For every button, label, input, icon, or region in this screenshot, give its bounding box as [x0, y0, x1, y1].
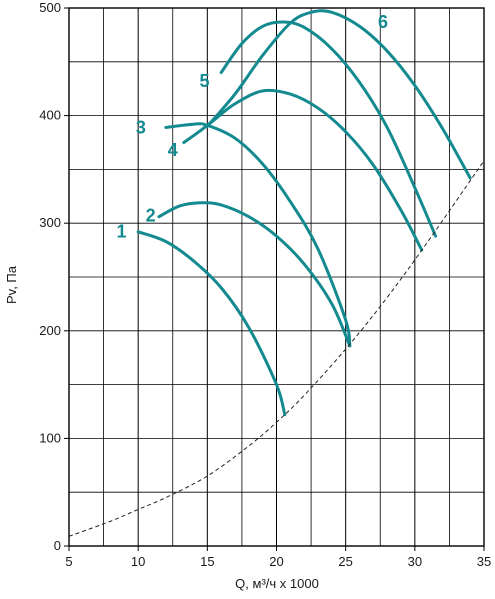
x-tick-label: 25 — [338, 554, 352, 569]
x-tick-label: 30 — [408, 554, 422, 569]
y-tick-label: 100 — [39, 430, 61, 445]
y-tick-label: 400 — [39, 108, 61, 123]
curve-3 — [164, 122, 352, 348]
grid — [64, 7, 485, 551]
y-tick-label: 200 — [39, 323, 61, 338]
y-axis-label: Pv, Па — [4, 265, 19, 304]
x-tick-label: 10 — [131, 554, 145, 569]
performance-curves — [68, 9, 485, 537]
x-tick-label: 20 — [269, 554, 283, 569]
system-curve — [68, 160, 485, 537]
curve-label-3: 3 — [136, 117, 146, 137]
curve-1 — [136, 230, 287, 417]
y-tick-label: 0 — [54, 538, 61, 553]
x-tick-label: 5 — [65, 554, 72, 569]
curve-label-6: 6 — [378, 12, 388, 32]
y-tick-label: 500 — [39, 0, 61, 15]
curve-5 — [219, 20, 438, 238]
curve-labels: 12 3 4 5 6 — [117, 12, 388, 242]
curve-label-5: 5 — [200, 71, 210, 91]
y-tick-label: 300 — [39, 215, 61, 230]
curve-label-2: 2 — [146, 205, 156, 225]
curve-6 — [205, 9, 472, 180]
curve-2 — [157, 201, 352, 348]
x-tick-label: 35 — [477, 554, 491, 569]
curve-label-1: 1 — [117, 222, 127, 242]
curve-label-4: 4 — [168, 140, 178, 160]
x-axis-label: Q, м³/ч х 1000 — [235, 576, 319, 591]
x-tick-label: 15 — [200, 554, 214, 569]
